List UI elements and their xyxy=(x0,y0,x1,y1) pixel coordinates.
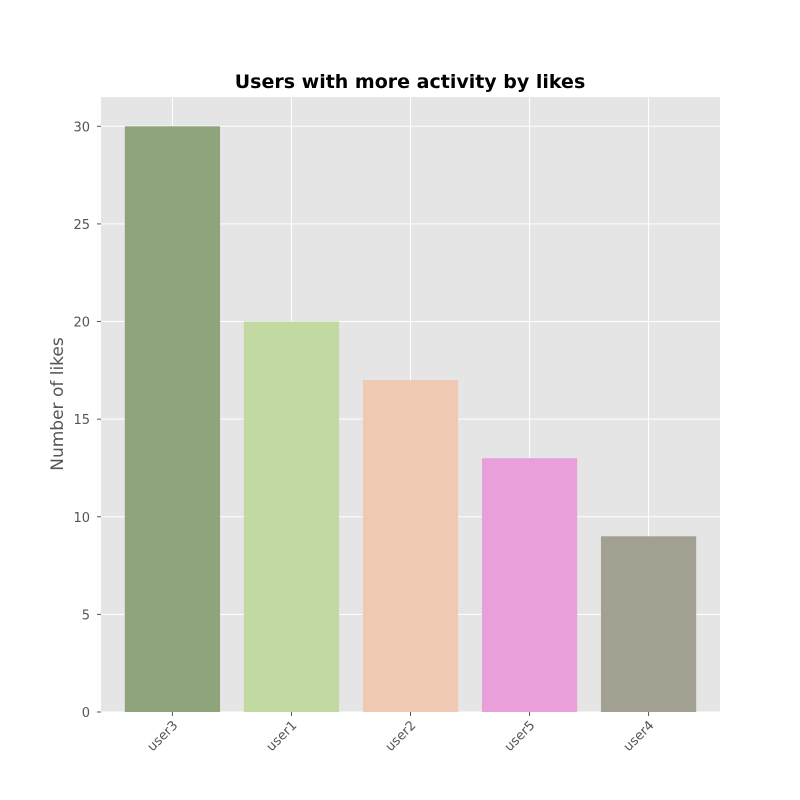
y-tick-label: 15 xyxy=(73,413,90,428)
x-tick-label: user5 xyxy=(502,718,539,755)
bar-user5 xyxy=(481,458,578,712)
bar-user4 xyxy=(600,536,697,712)
y-tick-label: 30 xyxy=(73,120,90,135)
bars xyxy=(124,126,697,713)
y-axis: 0 5 10 15 20 25 30 xyxy=(73,120,101,721)
chart-title: Users with more activity by likes xyxy=(235,71,586,93)
y-tick-label: 0 xyxy=(82,706,90,721)
x-tick-label: user4 xyxy=(621,718,658,755)
y-tick-label: 10 xyxy=(73,511,90,526)
y-tick-label: 25 xyxy=(73,218,90,233)
x-tick-label: user2 xyxy=(383,718,420,755)
y-tick-label: 5 xyxy=(82,608,90,623)
x-tick-label: user3 xyxy=(145,718,182,755)
y-axis-label: Number of likes xyxy=(48,337,68,471)
y-tick-label: 20 xyxy=(73,316,90,331)
bar-user3 xyxy=(124,126,221,713)
bar-user2 xyxy=(362,380,459,712)
bar-user1 xyxy=(243,321,340,712)
x-axis: user3 user1 user2 user5 user4 xyxy=(145,712,658,755)
x-tick-label: user1 xyxy=(264,718,301,755)
